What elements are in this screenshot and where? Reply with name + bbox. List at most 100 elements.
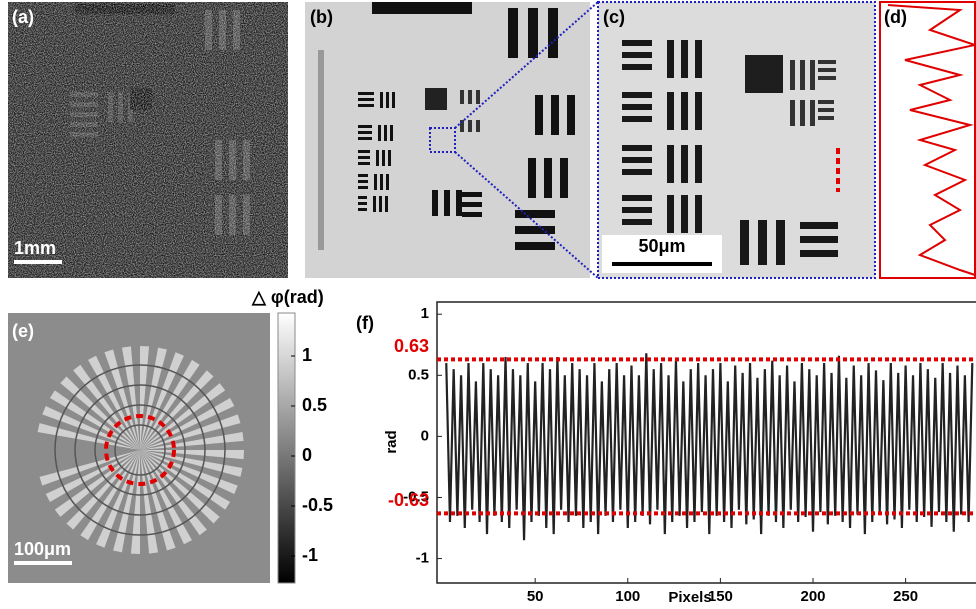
panel-label: (c) — [603, 7, 625, 27]
target-bar — [622, 52, 652, 58]
star-spoke — [140, 347, 167, 450]
image-b — [305, 2, 590, 278]
target-bar — [567, 95, 575, 135]
target-bar — [460, 90, 464, 104]
target-bar — [560, 158, 568, 198]
target-bar — [456, 190, 462, 216]
panel-label: (e) — [12, 321, 34, 341]
target-bar — [392, 92, 395, 108]
scale-bar — [14, 260, 62, 264]
star-spoke — [49, 390, 140, 450]
target-bar — [622, 104, 652, 110]
target-bar — [358, 150, 370, 153]
star-spoke — [140, 346, 150, 450]
panel-e — [8, 313, 270, 583]
target-bar — [380, 92, 383, 108]
target-bar — [800, 236, 838, 243]
scale-bar — [612, 262, 712, 266]
star-spoke — [121, 346, 140, 450]
colorbar-tick-label: 0 — [302, 445, 312, 465]
star-spoke — [140, 450, 243, 477]
target-bar — [544, 158, 552, 198]
target-bar — [462, 212, 482, 217]
star-ring — [114, 424, 166, 476]
target-bar — [388, 150, 391, 166]
x-tick-label: 150 — [708, 588, 733, 605]
target-bar — [373, 196, 376, 212]
colorbar-tick-label: -0.5 — [302, 495, 333, 515]
star-spoke — [96, 450, 140, 548]
target-bar — [535, 95, 543, 135]
target-bar — [622, 92, 652, 98]
target-bar — [667, 195, 674, 233]
target-bar — [667, 40, 674, 78]
target-bar — [622, 145, 652, 151]
target-bar — [432, 190, 438, 216]
target-bar — [358, 156, 370, 159]
star-spoke — [140, 414, 241, 450]
star-spoke — [140, 370, 214, 450]
y-tick-label: -1 — [416, 550, 429, 567]
star-spoke — [113, 450, 140, 553]
x-tick-label: 100 — [615, 588, 640, 605]
star-ring — [94, 404, 186, 496]
scale-bar-label: 50μm — [638, 236, 685, 256]
target-square — [745, 55, 783, 93]
x-tick-label: 250 — [893, 588, 918, 605]
target-bar — [681, 145, 688, 183]
panel-label: (d) — [884, 7, 907, 27]
star-spoke — [54, 450, 141, 517]
target-bar — [551, 95, 559, 135]
target-bar — [818, 76, 836, 80]
target-bar — [358, 137, 372, 140]
target-bar — [622, 64, 652, 70]
target-bar — [476, 90, 480, 104]
panel-c — [597, 1, 876, 279]
target-bar — [358, 162, 370, 165]
target-bar — [358, 202, 367, 205]
target-bar — [515, 210, 555, 218]
target-bar — [358, 208, 367, 211]
star-spoke — [130, 450, 140, 554]
star-spoke — [104, 349, 140, 450]
target-bar — [818, 100, 834, 104]
target-bar — [358, 180, 368, 183]
image-d — [879, 1, 976, 279]
y-tick-label: 0.5 — [408, 366, 429, 383]
target-bar — [622, 40, 652, 46]
target-bar — [380, 174, 383, 190]
zoom-box — [429, 127, 456, 153]
target-bar — [800, 100, 805, 126]
target-bar — [818, 116, 834, 120]
colorbar-tick-label: 0.5 — [302, 395, 327, 415]
star-spoke — [80, 450, 140, 541]
target-bar — [548, 8, 558, 58]
target-bar — [462, 202, 482, 207]
panel-a — [8, 2, 288, 278]
reference-label: 0.63 — [394, 336, 429, 356]
target-bar — [382, 150, 385, 166]
star-spoke — [140, 352, 184, 450]
target-bar — [790, 100, 795, 126]
target-bar — [358, 131, 372, 134]
y-tick-label: 0 — [421, 427, 429, 444]
panel-d — [879, 1, 976, 279]
target-bar — [695, 40, 702, 78]
target-bar — [378, 125, 381, 141]
target-bar — [384, 125, 387, 141]
target-bar — [318, 50, 324, 250]
target-bar — [390, 125, 393, 141]
colorbar-title: △ φ(rad) — [251, 287, 324, 307]
target-bar — [386, 92, 389, 108]
target-bar — [810, 60, 815, 90]
target-bar — [790, 60, 795, 90]
panel-label: (b) — [310, 7, 333, 27]
colorbar-tick-label: -1 — [302, 545, 318, 565]
image-c — [597, 1, 876, 279]
target-bar — [374, 174, 377, 190]
target-bar — [776, 220, 785, 265]
marker-circle — [104, 414, 176, 486]
target-bar — [358, 196, 367, 199]
star-spoke — [39, 450, 140, 486]
